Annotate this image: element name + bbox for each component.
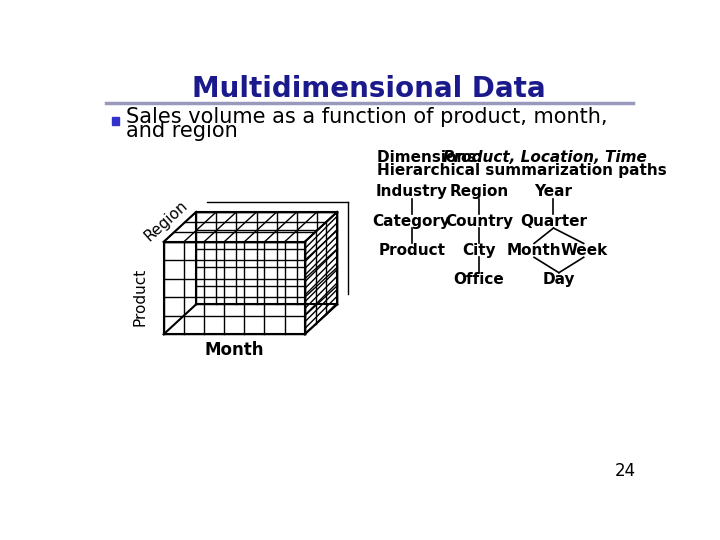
Text: Dimensions:: Dimensions: — [377, 150, 487, 165]
Bar — [112, 117, 120, 125]
Text: Hierarchical summarization paths: Hierarchical summarization paths — [377, 163, 667, 178]
Text: Month: Month — [204, 341, 264, 359]
Text: Multidimensional Data: Multidimensional Data — [192, 76, 546, 104]
Text: Product, Location, Time: Product, Location, Time — [444, 150, 647, 165]
Text: Product: Product — [133, 268, 148, 327]
Text: 24: 24 — [616, 462, 636, 481]
Polygon shape — [305, 212, 337, 334]
Text: Product: Product — [378, 243, 445, 258]
Text: Day: Day — [543, 272, 575, 287]
Text: Industry: Industry — [376, 184, 448, 199]
Text: Sales volume as a function of product, month,: Sales volume as a function of product, m… — [127, 107, 608, 127]
Text: Week: Week — [560, 243, 607, 258]
Text: Office: Office — [454, 272, 505, 287]
Polygon shape — [305, 212, 337, 334]
Text: Region: Region — [141, 198, 191, 244]
Text: Year: Year — [534, 184, 572, 199]
Text: and region: and region — [127, 121, 238, 141]
Text: Month: Month — [507, 243, 562, 258]
Text: Quarter: Quarter — [520, 214, 587, 228]
Text: Category: Category — [373, 214, 451, 228]
Text: Region: Region — [449, 184, 508, 199]
Text: Country: Country — [445, 214, 513, 228]
Text: City: City — [462, 243, 496, 258]
